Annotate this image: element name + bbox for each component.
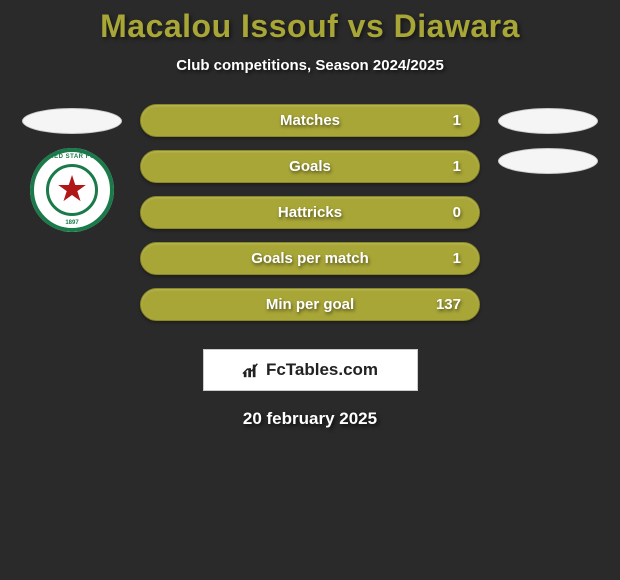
player-avatar-placeholder-left: [22, 108, 122, 134]
subtitle: Club competitions, Season 2024/2025: [0, 57, 620, 74]
stat-label: Matches: [280, 112, 340, 129]
date-label: 20 february 2025: [0, 409, 620, 429]
stats-column: Matches 1 Goals 1 Hattricks 0 Goals per …: [140, 104, 480, 321]
stat-label: Hattricks: [278, 204, 342, 221]
right-player-col: [498, 104, 598, 174]
content-row: RED STAR FC ★ 1897 Matches 1 Goals 1 Hat…: [0, 104, 620, 321]
stat-label: Goals: [289, 158, 331, 175]
stat-value-right: 1: [453, 250, 461, 267]
stat-value-right: 1: [453, 158, 461, 175]
logo-text: FcTables.com: [266, 360, 378, 380]
bar-chart-icon: [242, 361, 260, 379]
player-avatar-placeholder-right-2: [498, 148, 598, 174]
stat-value-right: 137: [436, 296, 461, 313]
stat-bar-goals-per-match: Goals per match 1: [140, 242, 480, 275]
stat-bar-hattricks: Hattricks 0: [140, 196, 480, 229]
badge-year: 1897: [65, 220, 78, 226]
stat-value-right: 1: [453, 112, 461, 129]
stat-label: Min per goal: [266, 296, 354, 313]
stat-value-right: 0: [453, 204, 461, 221]
comparison-widget: Macalou Issouf vs Diawara Club competiti…: [0, 0, 620, 429]
badge-club-name: RED STAR FC: [49, 154, 94, 160]
page-title: Macalou Issouf vs Diawara: [0, 8, 620, 45]
badge-inner-circle: ★: [46, 164, 98, 216]
stat-bar-min-per-goal: Min per goal 137: [140, 288, 480, 321]
stat-label: Goals per match: [251, 250, 369, 267]
club-badge-left: RED STAR FC ★ 1897: [30, 148, 114, 232]
star-icon: ★: [56, 171, 88, 207]
source-logo[interactable]: FcTables.com: [203, 349, 418, 391]
player-avatar-placeholder-right-1: [498, 108, 598, 134]
left-player-col: RED STAR FC ★ 1897: [22, 104, 122, 232]
stat-bar-matches: Matches 1: [140, 104, 480, 137]
stat-bar-goals: Goals 1: [140, 150, 480, 183]
